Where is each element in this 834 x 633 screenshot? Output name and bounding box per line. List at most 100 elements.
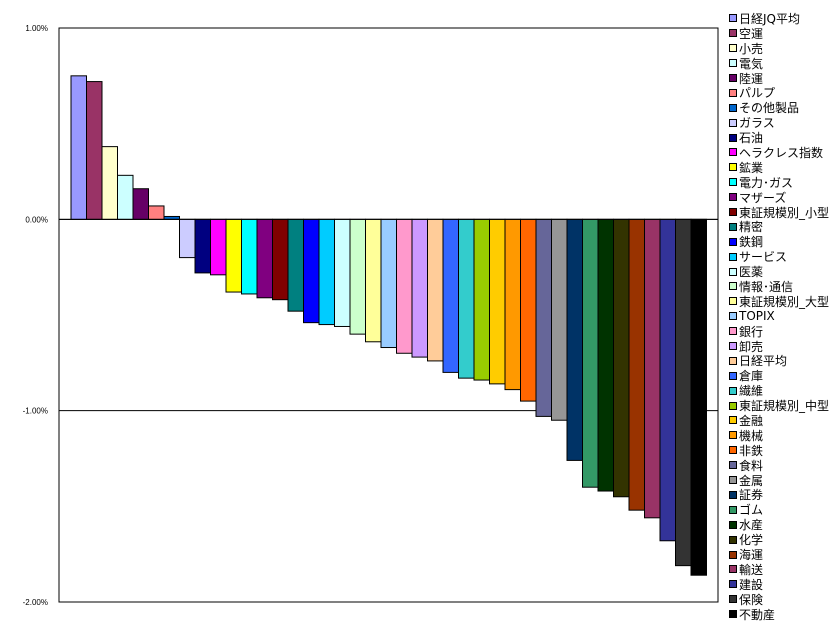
legend-item: 情報･通信 <box>729 279 829 294</box>
legend-label: 金属 <box>739 473 764 488</box>
legend-item: 鉱業 <box>729 160 829 175</box>
legend-swatch <box>729 416 737 425</box>
legend-item: 空運 <box>729 26 829 41</box>
legend-label: 日経平均 <box>739 354 788 369</box>
legend-item: ヘラクレス指数 <box>729 145 829 160</box>
bar-20 <box>365 218 382 343</box>
legend-item: 不動産 <box>729 607 829 622</box>
legend-item: 証券 <box>729 488 829 503</box>
legend-item: 金融 <box>729 413 829 428</box>
bar-14 <box>272 218 289 301</box>
legend-label: 証券 <box>739 488 764 503</box>
legend-swatch <box>729 371 737 380</box>
legend-label: サービス <box>739 250 788 265</box>
legend-swatch <box>729 580 737 589</box>
legend-label: 食料 <box>739 458 764 473</box>
legend-label: 化学 <box>739 533 764 548</box>
legend-label: 非鉄 <box>739 443 764 458</box>
legend-item: 機械 <box>729 428 829 443</box>
legend-swatch <box>729 29 737 38</box>
legend-label: 電気 <box>739 56 764 71</box>
legend-label: 卸売 <box>739 339 764 354</box>
legend-swatch <box>729 59 737 68</box>
bar-26 <box>458 218 475 379</box>
legend-label: ヘラクレス指数 <box>739 145 824 160</box>
legend-label: 東証規模別_中型 <box>739 399 830 414</box>
bar-30 <box>520 218 537 402</box>
legend-item: その他製品 <box>729 100 829 115</box>
legend-swatch <box>729 88 737 97</box>
legend-swatch <box>729 118 737 127</box>
legend-item: 日経平均 <box>729 353 829 368</box>
bar-16 <box>303 218 320 324</box>
legend-item: 卸売 <box>729 339 829 354</box>
legend-swatch <box>729 297 737 306</box>
legend-swatch <box>729 520 737 529</box>
bar-31 <box>535 218 552 417</box>
bar-5 <box>132 188 149 220</box>
bar-11 <box>225 218 242 293</box>
bar-12 <box>241 218 258 295</box>
legend-label: 小売 <box>739 41 764 56</box>
legend-item: ゴム <box>729 502 829 517</box>
legend-swatch <box>729 282 737 291</box>
legend-item: 電力･ガス <box>729 175 829 190</box>
legend-swatch <box>729 163 737 172</box>
legend-swatch <box>729 148 737 157</box>
legend-label: 保険 <box>739 592 764 607</box>
legend-label: 不動産 <box>739 607 776 622</box>
legend-swatch <box>729 252 737 261</box>
bar-29 <box>504 218 521 391</box>
legend-item: TOPIX <box>729 309 829 324</box>
legend-item: 小売 <box>729 41 829 56</box>
legend-label: 鉱業 <box>739 160 764 175</box>
bar-37 <box>628 218 645 511</box>
legend-label: 医薬 <box>739 265 764 280</box>
legend-item: 鉄鋼 <box>729 234 829 249</box>
legend-label: 東証規模別_大型 <box>739 294 830 309</box>
bar-28 <box>489 218 506 385</box>
legend-item: 銀行 <box>729 324 829 339</box>
bar-4 <box>117 174 134 220</box>
legend-label: 空運 <box>739 26 764 41</box>
legend-swatch <box>729 595 737 604</box>
legend-label: 水産 <box>739 518 764 533</box>
bar-22 <box>396 218 413 354</box>
legend-label: 銀行 <box>739 324 764 339</box>
bar-27 <box>473 218 490 381</box>
legend-swatch <box>729 267 737 276</box>
legend-swatch <box>729 565 737 574</box>
legend-swatch <box>729 178 737 187</box>
bar-9 <box>194 218 211 274</box>
legend-label: TOPIX <box>739 309 775 324</box>
legend-swatch <box>729 342 737 351</box>
bar-39 <box>659 218 676 542</box>
bar-41 <box>690 218 707 576</box>
y-tick-label: -2.00% <box>23 598 48 607</box>
y-tick-label: 0.00% <box>25 215 48 224</box>
bar-38 <box>644 218 661 519</box>
legend-label: 電力･ガス <box>739 175 794 190</box>
legend-label: 繊維 <box>739 384 764 399</box>
legend-swatch <box>729 237 737 246</box>
legend-swatch <box>729 461 737 470</box>
legend-item: 東証規模別_中型 <box>729 398 829 413</box>
bar-40 <box>675 218 692 567</box>
bar-36 <box>613 218 630 498</box>
legend-swatch <box>729 44 737 53</box>
bar-35 <box>597 218 614 492</box>
legend-label: ガラス <box>739 116 775 131</box>
legend-item: 建設 <box>729 577 829 592</box>
legend-swatch <box>729 193 737 202</box>
legend-swatch <box>729 610 737 619</box>
legend: 日経JQ平均 空運 小売 電気 陸運 パルプ その他製品 ガラス 石油 ヘラクレス指数 鉱業 電力･ガ… <box>729 11 829 622</box>
legend-label: 鉄鋼 <box>739 235 764 250</box>
legend-item: 食料 <box>729 458 829 473</box>
legend-item: パルプ <box>729 85 829 100</box>
legend-swatch <box>729 14 737 23</box>
bar-24 <box>427 218 444 362</box>
legend-swatch <box>729 386 737 395</box>
bar-18 <box>334 218 351 327</box>
bar-34 <box>582 218 599 488</box>
